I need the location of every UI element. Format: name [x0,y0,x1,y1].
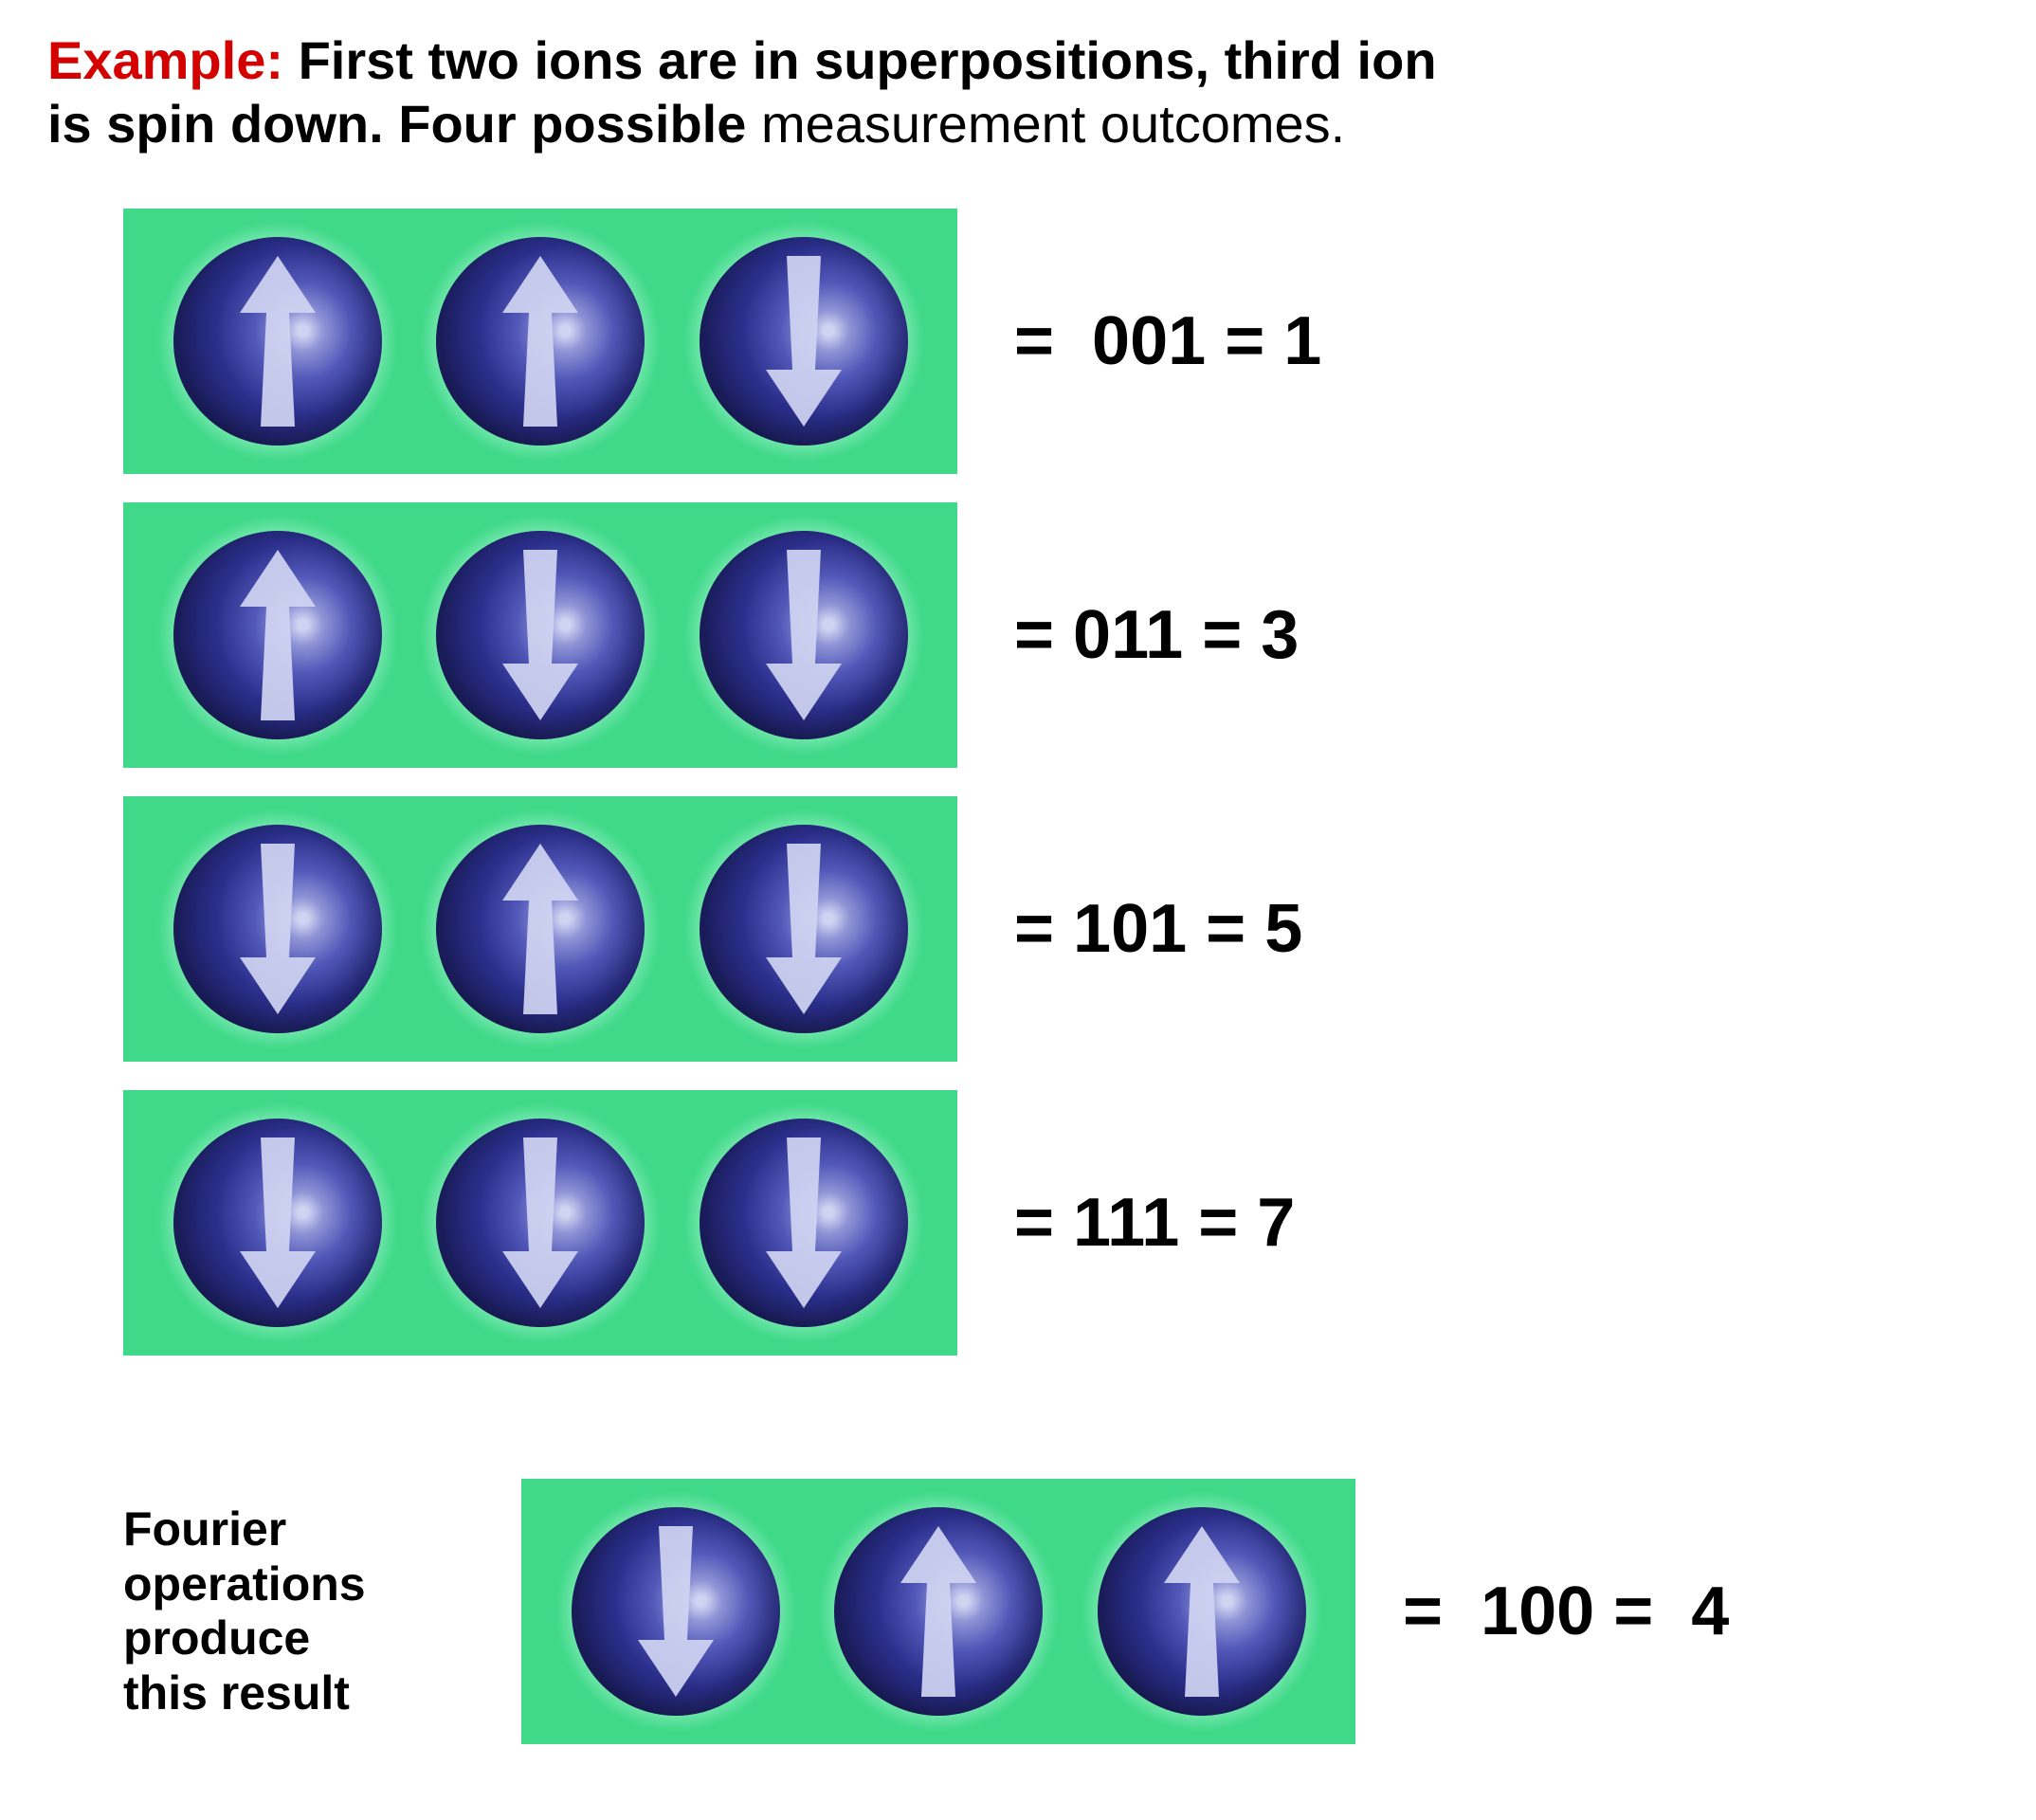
ion-sphere-up [159,223,396,460]
fourier-result-row: Fourier operations produce this result =… [123,1479,1729,1744]
ion-panel [123,209,957,474]
arrow-down-icon [572,1507,780,1716]
ion-panel [123,1090,957,1356]
arrow-up-icon [436,825,645,1033]
header-line2-bold: is spin down. Four possible [47,94,746,154]
arrow-up-icon [173,531,382,739]
equation-label: = 011 = 3 [1014,596,1299,674]
ion-sphere-up [1083,1493,1320,1730]
ion-panel [521,1479,1355,1744]
arrow-down-icon [700,825,908,1033]
ion-sphere-down [422,517,659,754]
arrow-up-icon [834,1507,1043,1716]
equation-label: = 001 = 1 [1014,302,1321,380]
ion-panel [123,796,957,1062]
arrow-down-icon [436,1119,645,1327]
caption-line: Fourier [123,1502,474,1557]
ion-sphere-down [159,1104,396,1341]
arrow-down-icon [436,531,645,739]
arrow-up-icon [173,237,382,446]
caption-line: operations [123,1557,474,1612]
arrow-down-icon [700,1119,908,1327]
arrow-up-icon [1098,1507,1306,1716]
ion-sphere-down [685,810,922,1047]
example-label: Example: [47,30,283,90]
equation-label: = 100 = 4 [1403,1573,1729,1650]
outcome-row-4: = 111 = 7 [123,1090,1295,1356]
ion-sphere-up [820,1493,1057,1730]
fourier-caption: Fourier operations produce this result [123,1502,474,1720]
outcome-row-2: = 011 = 3 [123,502,1299,768]
ion-sphere-up [159,517,396,754]
equation-label: = 111 = 7 [1014,1184,1295,1262]
ion-panel [123,502,957,768]
ion-sphere-down [685,517,922,754]
caption-line: produce [123,1611,474,1666]
outcome-row-3: = 101 = 5 [123,796,1302,1062]
ion-sphere-up [422,810,659,1047]
ion-sphere-up [422,223,659,460]
arrow-down-icon [173,825,382,1033]
ion-sphere-down [685,223,922,460]
arrow-up-icon [436,237,645,446]
equation-label: = 101 = 5 [1014,890,1302,968]
ion-sphere-down [685,1104,922,1341]
header-text: Example: First two ions are in superposi… [47,28,1981,155]
arrow-down-icon [700,531,908,739]
ion-sphere-down [557,1493,794,1730]
header-line2-plain: measurement outcomes. [761,94,1345,154]
header-line1-bold: First two ions are in superpositions, th… [299,30,1437,90]
ion-sphere-down [422,1104,659,1341]
caption-line: this result [123,1666,474,1721]
arrow-down-icon [173,1119,382,1327]
outcome-row-1: = 001 = 1 [123,209,1321,474]
ion-sphere-down [159,810,396,1047]
arrow-down-icon [700,237,908,446]
